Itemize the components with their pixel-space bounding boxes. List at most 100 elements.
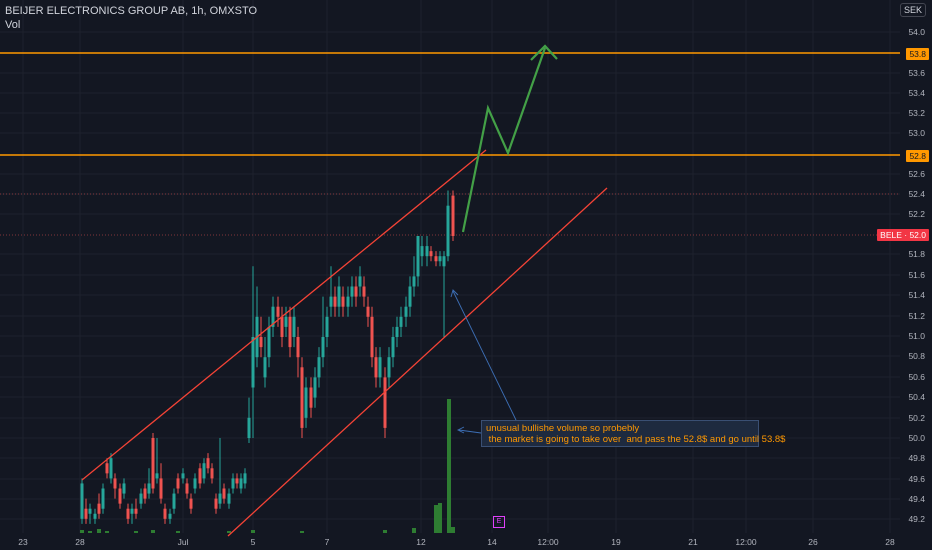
- candle-body: [358, 276, 362, 287]
- candle-body: [341, 296, 345, 307]
- drawings: [81, 44, 608, 537]
- level-label-upper: 53.8: [906, 48, 929, 60]
- volume-bar: [438, 503, 442, 533]
- candle-body: [172, 493, 176, 509]
- annotation-note[interactable]: unusual bullishe volume so probebly the …: [481, 420, 785, 447]
- volume-bar: [105, 531, 109, 533]
- candle-body: [227, 493, 231, 504]
- price-tick-label: 50.0: [908, 433, 925, 443]
- candle-body: [404, 306, 408, 317]
- candle-body: [442, 256, 446, 267]
- price-tick-label: 54.0: [908, 27, 925, 37]
- candle-body: [147, 483, 151, 494]
- time-tick-label: 5: [251, 537, 256, 547]
- candlesticks: [80, 190, 455, 524]
- currency-label[interactable]: SEK: [899, 3, 926, 17]
- volume-bar: [97, 529, 101, 533]
- candle-body: [181, 473, 185, 479]
- candle-body: [193, 478, 197, 489]
- candle-body: [247, 417, 251, 438]
- candle-body: [446, 205, 450, 257]
- candle-body: [80, 483, 84, 519]
- candle-body: [163, 508, 167, 519]
- annotation-arrowhead: [456, 426, 465, 434]
- candle-body: [329, 296, 333, 307]
- time-tick-label: 7: [325, 537, 330, 547]
- candle-body: [425, 246, 429, 257]
- candle-body: [370, 316, 374, 358]
- channel-upper-line: [81, 149, 487, 481]
- horizontal-levels: [0, 52, 900, 236]
- candle-body: [176, 478, 180, 489]
- candle-body: [202, 463, 206, 479]
- candle-body: [416, 236, 420, 277]
- candle-body: [399, 316, 403, 327]
- candle-body: [105, 463, 109, 474]
- price-tick-label: 52.4: [908, 189, 925, 199]
- candle-body: [451, 195, 455, 236]
- time-tick-label: 12:00: [735, 537, 757, 547]
- candle-body: [292, 316, 296, 337]
- candle-body: [280, 316, 284, 337]
- candle-body: [235, 478, 239, 484]
- candle-body: [366, 306, 370, 317]
- candle-body: [143, 488, 147, 499]
- candle-body: [288, 316, 292, 348]
- candle-body: [251, 337, 255, 388]
- candle-body: [159, 478, 163, 499]
- candle-body: [296, 337, 300, 358]
- candle-body: [271, 306, 275, 327]
- candle-body: [438, 256, 442, 262]
- volume-bar: [434, 505, 438, 533]
- volume-bar: [383, 530, 387, 533]
- candle-body: [101, 488, 105, 509]
- volume-bar: [176, 531, 180, 533]
- candle-body: [218, 493, 222, 504]
- candle-body: [346, 296, 350, 307]
- candle-body: [93, 513, 97, 519]
- candle-body: [210, 468, 214, 479]
- earnings-event-marker[interactable]: E: [493, 516, 505, 528]
- price-tick-label: 49.2: [908, 514, 925, 524]
- level-label-lower: 52.8: [906, 150, 929, 162]
- volume-bar: [151, 530, 155, 533]
- symbol-title[interactable]: BEIJER ELECTRONICS GROUP AB, 1h, OMXSTO: [5, 5, 258, 17]
- time-tick-label: 14: [487, 537, 497, 547]
- annotation-arrow: [458, 429, 482, 434]
- annotation-line-1: unusual bullishe volume so probebly: [486, 423, 640, 434]
- candle-body: [97, 503, 101, 514]
- last-price-label: BELE · 52.0: [877, 229, 929, 241]
- annotation-line-2: the market is going to take over and pas…: [486, 434, 786, 445]
- price-tick-label: 53.2: [908, 108, 925, 118]
- candle-body: [88, 508, 92, 514]
- candle-body: [263, 357, 267, 378]
- candle-body: [304, 387, 308, 418]
- price-tick-label: 53.0: [908, 128, 925, 138]
- candle-body: [189, 498, 193, 509]
- candle-body: [276, 306, 280, 317]
- volume-bar: [300, 531, 304, 533]
- price-tick-label: 50.8: [908, 351, 925, 361]
- price-tick-label: 50.2: [908, 413, 925, 423]
- time-tick-label: 28: [75, 537, 85, 547]
- time-tick-label: 28: [885, 537, 895, 547]
- candle-body: [155, 473, 159, 479]
- projection-arrowhead: [530, 44, 558, 61]
- volume-indicator-label[interactable]: Vol: [5, 19, 21, 31]
- price-tick-label: 51.6: [908, 270, 925, 280]
- price-tick-label: 49.8: [908, 453, 925, 463]
- candle-body: [243, 473, 247, 484]
- volume-bar: [251, 530, 255, 533]
- candle-body: [300, 367, 304, 428]
- candle-body: [429, 251, 433, 257]
- price-tick-label: 53.6: [908, 68, 925, 78]
- candle-body: [313, 377, 317, 398]
- price-axis: 54.0 53.6 53.4 53.2 53.0 52.6 52.4 52.2 51.8 51.6…: [908, 27, 925, 524]
- channel-lower-line: [227, 187, 608, 537]
- candle-body: [134, 508, 138, 514]
- candle-body: [362, 286, 366, 297]
- candle-body: [118, 488, 122, 504]
- candle-body: [395, 326, 399, 337]
- candle-body: [317, 357, 321, 378]
